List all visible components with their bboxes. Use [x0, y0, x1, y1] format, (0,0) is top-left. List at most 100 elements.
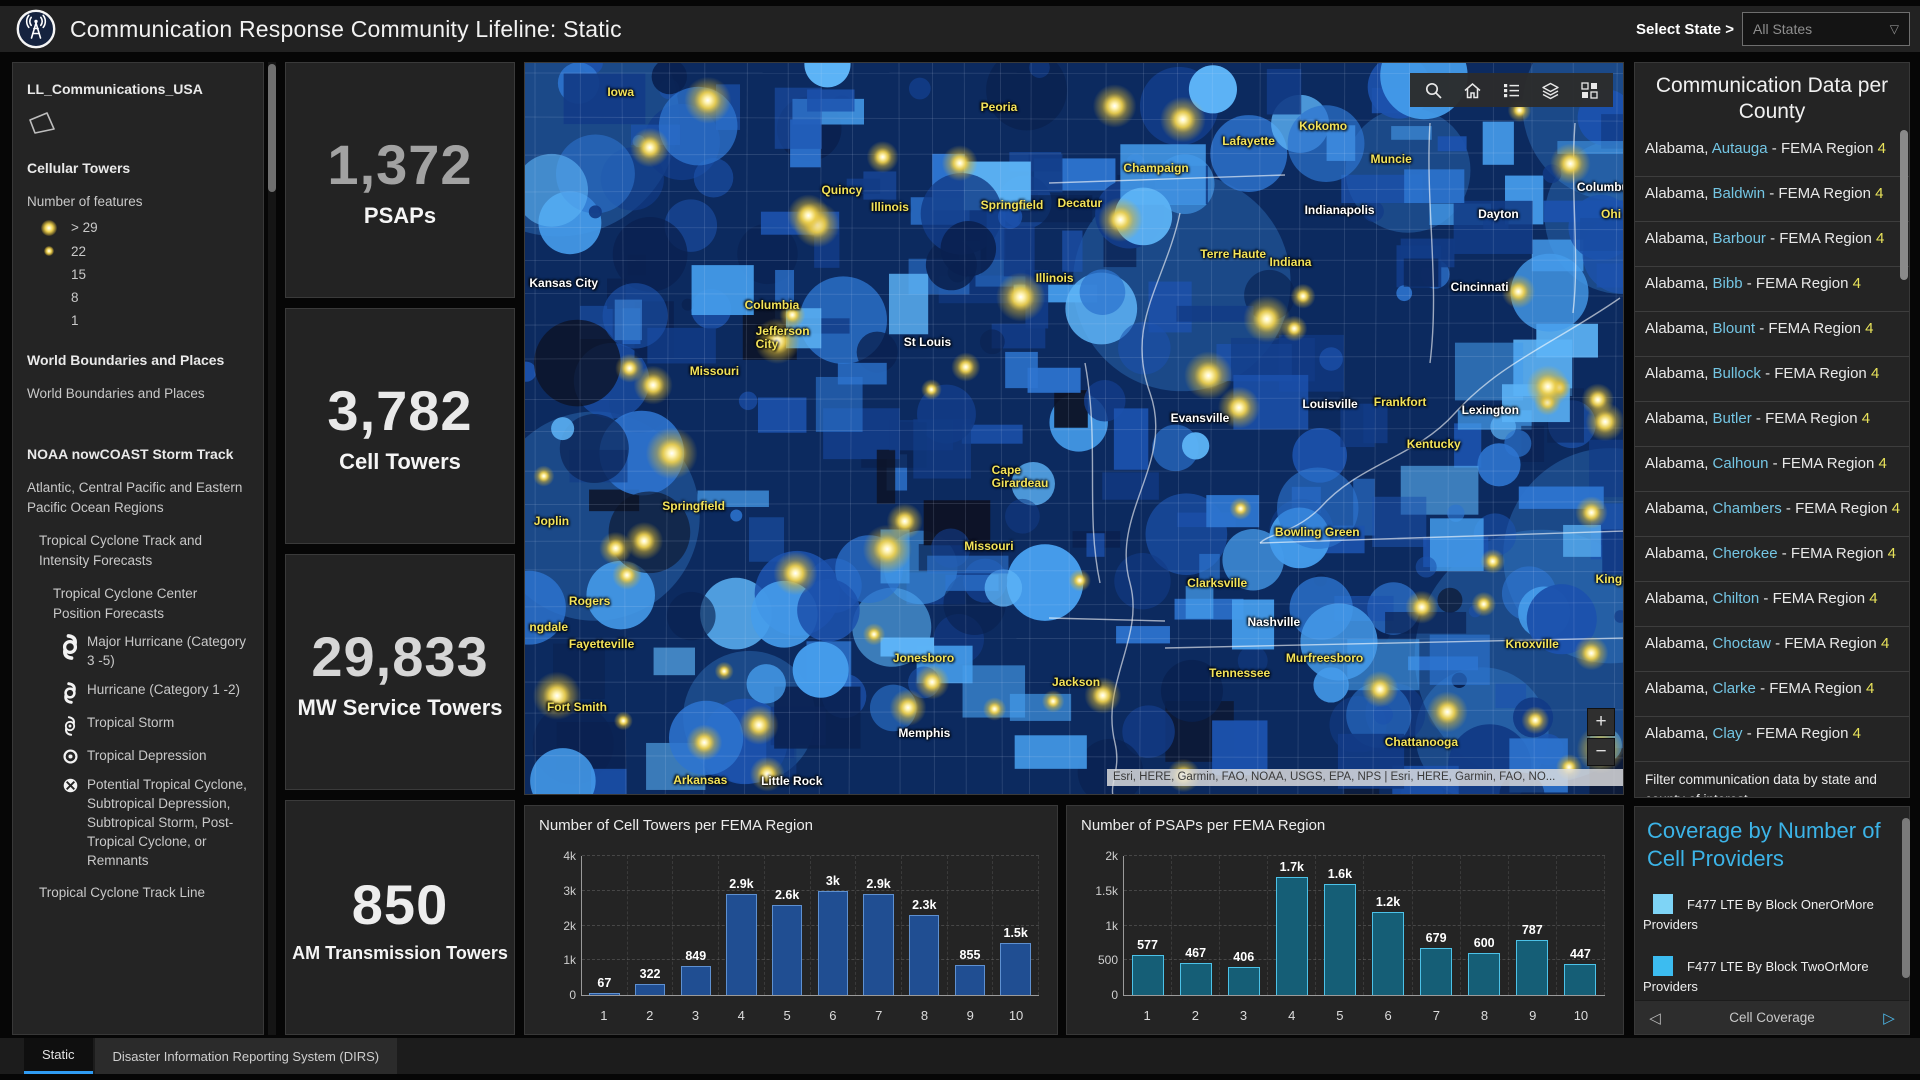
y-axis-tick: 0	[1111, 988, 1118, 1002]
bar-region-1[interactable]	[1131, 954, 1164, 995]
polygon-layer-icon	[29, 112, 55, 134]
legend-class-label: > 29	[71, 220, 98, 236]
county-list-item[interactable]: Alabama, Chilton - FEMA Region 4	[1635, 582, 1909, 627]
county-list-item[interactable]: Alabama, Calhoun - FEMA Region 4	[1635, 447, 1909, 492]
county-list-item[interactable]: Alabama, Cherokee - FEMA Region 4	[1635, 537, 1909, 582]
legend-symbol-label: Hurricane (Category 1 -2)	[87, 682, 241, 698]
county-list-item[interactable]: Alabama, Blount - FEMA Region 4	[1635, 312, 1909, 357]
bar-region-4[interactable]	[1275, 876, 1308, 995]
x-axis-tick: 4	[737, 1008, 745, 1023]
layers-icon[interactable]	[1541, 81, 1560, 100]
county-list: Alabama, Autauga - FEMA Region 4 Alabama…	[1635, 132, 1909, 762]
scrollbar-thumb[interactable]	[268, 64, 276, 192]
bar-value-label: 406	[1233, 949, 1255, 964]
county-list-item[interactable]: Alabama, Baldwin - FEMA Region 4	[1635, 177, 1909, 222]
coverage-legend-row: F477 LTE By Block OnerOrMore Providers	[1635, 894, 1909, 934]
bar-region-3[interactable]	[1227, 966, 1260, 995]
chart-title: Number of Cell Towers per FEMA Region	[539, 817, 813, 834]
tab-static[interactable]: Static	[24, 1038, 93, 1074]
x-axis-tick: 6	[829, 1008, 837, 1023]
bar-value-label: 1.6k	[1327, 866, 1353, 881]
y-axis-tick: 1k	[563, 953, 576, 968]
legend-class-row: 1	[27, 313, 249, 328]
county-list-item[interactable]: Alabama, Butler - FEMA Region 4	[1635, 402, 1909, 447]
state-dropdown[interactable]: All States ▽	[1742, 12, 1910, 46]
stat-label: AM Transmission Towers	[292, 942, 508, 963]
county-list-item[interactable]: Alabama, Bullock - FEMA Region 4	[1635, 357, 1909, 402]
chevron-left-icon[interactable]: ◁	[1649, 1009, 1661, 1027]
county-list-item[interactable]: Alabama, Clarke - FEMA Region 4	[1635, 672, 1909, 717]
y-axis-tick: 4k	[563, 849, 576, 863]
legend-subtitle: Number of features	[27, 194, 143, 210]
scrollbar-track[interactable]	[268, 62, 276, 1035]
x-axis-tick: 7	[1432, 1008, 1440, 1023]
county-list-item[interactable]: Alabama, Bibb - FEMA Region 4	[1635, 267, 1909, 312]
coverage-legend-label: F477 LTE By Block TwoOrMore Providers	[1643, 959, 1869, 994]
bar-region-9[interactable]	[1516, 940, 1549, 995]
legend-icon[interactable]	[1502, 81, 1521, 100]
basemap-icon[interactable]	[1580, 81, 1599, 100]
bar-region-8[interactable]	[1468, 953, 1501, 995]
hurricane-icon	[64, 682, 76, 704]
bar-region-7[interactable]	[863, 894, 894, 995]
bar-region-3[interactable]	[680, 965, 711, 995]
select-state-label: Select State >	[1636, 20, 1734, 38]
y-axis-tick: 0	[569, 988, 576, 1002]
layer-title-world-boundaries: World Boundaries and Places	[27, 351, 225, 368]
zoom-out-button[interactable]: −	[1587, 738, 1615, 766]
coverage-pager-label: Cell Coverage	[1729, 1010, 1815, 1025]
legend-class-row: > 29	[27, 219, 249, 236]
bar-value-label: 2.9k	[729, 877, 754, 892]
bar-region-10[interactable]	[1564, 963, 1597, 995]
search-icon[interactable]	[1424, 81, 1443, 100]
legend-sidebar: LL_Communications_USA Cellular Towers Nu…	[12, 62, 264, 1035]
bar-region-1[interactable]	[589, 992, 620, 995]
bar-region-2[interactable]	[634, 983, 666, 995]
coverage-map[interactable]: Iowa Peoria Kokomo Lafayette Muncie Champaign…	[524, 62, 1624, 795]
bar-region-5[interactable]	[771, 904, 803, 995]
bar-region-5[interactable]	[1323, 883, 1356, 995]
bar-region-6[interactable]	[1372, 911, 1405, 995]
x-axis-tick: 3	[691, 1008, 700, 1023]
bar-region-8[interactable]	[909, 915, 940, 995]
tab-dirs[interactable]: Disaster Information Reporting System (D…	[94, 1038, 398, 1074]
scrollbar-thumb[interactable]	[1900, 130, 1908, 280]
bar-region-4[interactable]	[726, 894, 757, 995]
bar-region-10[interactable]	[1000, 942, 1031, 995]
legend-symbol-label: Tropical Storm	[87, 715, 175, 731]
broadcast-tower-logo-icon	[16, 9, 56, 49]
county-list-title: Communication Data per County	[1655, 74, 1889, 124]
legend-symbol-row: Tropical Depression	[27, 747, 249, 766]
bar-value-label: 2.6k	[774, 887, 800, 902]
bar-region-2[interactable]	[1179, 962, 1212, 995]
x-axis-tick: 2	[1191, 1008, 1199, 1023]
layer-title-cellular-towers: Cellular Towers	[27, 160, 131, 176]
county-list-item[interactable]: Alabama, Barbour - FEMA Region 4	[1635, 222, 1909, 267]
track-line-label: Tropical Cyclone Track Line	[39, 884, 206, 900]
county-list-item[interactable]: Alabama, Autauga - FEMA Region 4	[1635, 132, 1909, 177]
legend-class-label: 8	[71, 289, 79, 305]
county-list-item[interactable]: Alabama, Choctaw - FEMA Region 4	[1635, 627, 1909, 672]
county-list-item[interactable]: Alabama, Chambers - FEMA Region 4	[1635, 492, 1909, 537]
map-canvas	[525, 63, 1623, 794]
zoom-in-button[interactable]: +	[1587, 708, 1615, 736]
bar-value-label: 447	[1569, 946, 1591, 961]
home-icon[interactable]	[1463, 81, 1482, 100]
x-axis-tick: 7	[875, 1008, 883, 1023]
bottom-tab-bar: Static Disaster Information Reporting Sy…	[0, 1038, 1920, 1074]
chevron-right-icon[interactable]: ▷	[1883, 1009, 1895, 1027]
header-bar: Communication Response Community Lifelin…	[0, 6, 1920, 52]
y-axis-tick: 1k	[1105, 918, 1118, 933]
legend-class-label: 22	[71, 243, 87, 259]
legend-symbol-row: Tropical Storm	[27, 714, 249, 737]
bar-value-label: 787	[1521, 923, 1543, 938]
stat-value: 1,372	[327, 132, 473, 196]
x-axis-tick: 3	[1239, 1008, 1248, 1023]
bar-region-7[interactable]	[1420, 947, 1453, 995]
county-list-item[interactable]: Alabama, Clay - FEMA Region 4	[1635, 717, 1909, 762]
bar-region-9[interactable]	[954, 965, 986, 995]
coverage-pager: ◁ Cell Coverage ▷	[1635, 1000, 1909, 1034]
bar-region-6[interactable]	[817, 890, 849, 995]
bar-value-label: 322	[639, 966, 661, 981]
scrollbar-thumb[interactable]	[1902, 818, 1910, 978]
